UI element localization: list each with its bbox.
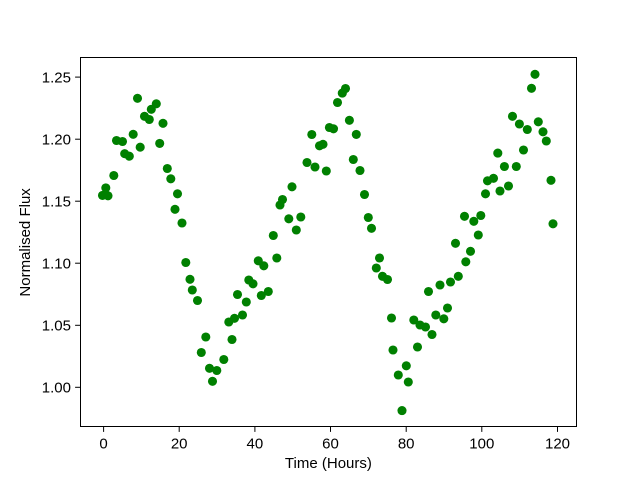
svg-text:1.20: 1.20 (42, 132, 71, 149)
svg-text:1.05: 1.05 (42, 318, 71, 335)
svg-text:1.25: 1.25 (42, 70, 71, 87)
svg-text:1.15: 1.15 (42, 194, 71, 211)
svg-text:0: 0 (99, 436, 107, 453)
svg-text:80: 80 (398, 436, 415, 453)
svg-text:120: 120 (545, 436, 570, 453)
svg-text:1.00: 1.00 (42, 380, 71, 397)
svg-text:Time (Hours): Time (Hours) (285, 455, 372, 472)
svg-text:Normalised Flux: Normalised Flux (17, 188, 34, 297)
svg-text:1.10: 1.10 (42, 256, 71, 273)
svg-text:60: 60 (322, 436, 339, 453)
svg-text:40: 40 (247, 436, 264, 453)
svg-text:20: 20 (171, 436, 188, 453)
svg-text:100: 100 (469, 436, 494, 453)
